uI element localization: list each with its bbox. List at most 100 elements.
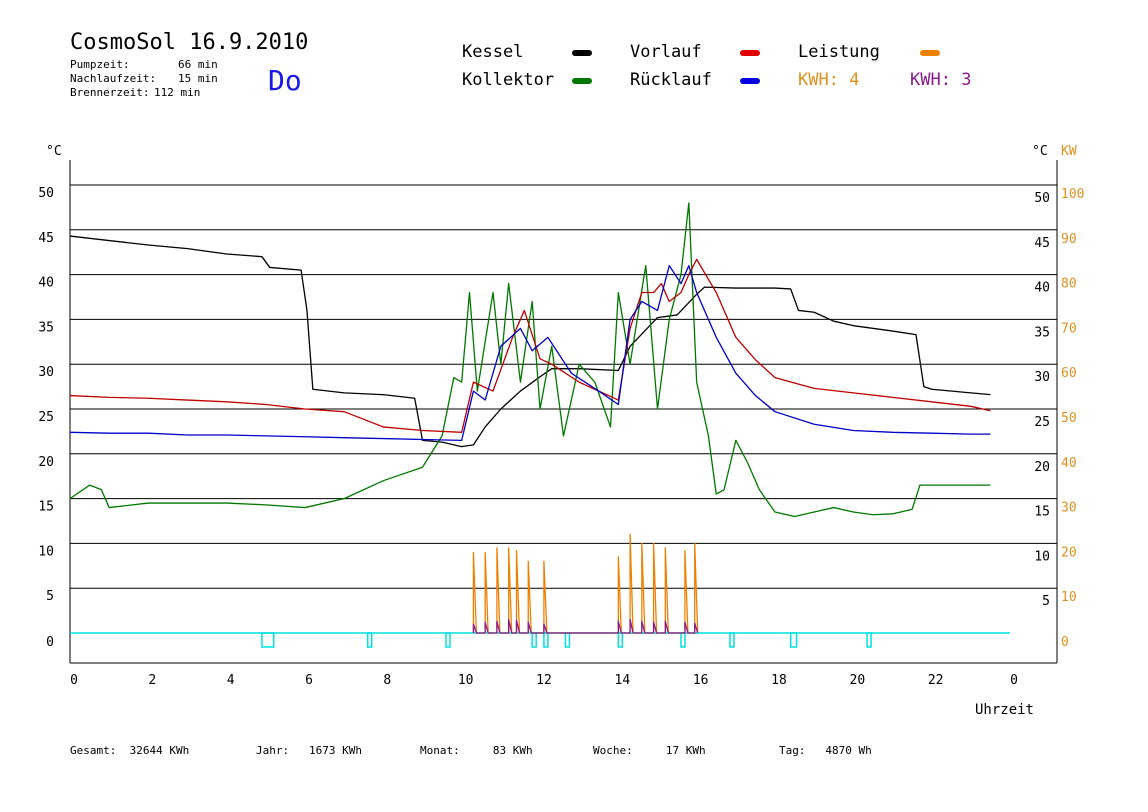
x-tick-0: 0 xyxy=(70,673,78,688)
y-tick-right-15: 15 xyxy=(1034,505,1050,520)
pumpzeit-label: Pumpzeit: xyxy=(70,58,130,71)
footer-monat: Monat: 83 KWh xyxy=(420,744,533,757)
kwh-solar-value: 4 xyxy=(849,70,860,90)
series-line-kwh xyxy=(472,618,699,634)
y-tick-left-35: 35 xyxy=(38,320,54,335)
series-layer xyxy=(69,202,1010,648)
gesamt-label: Gesamt: xyxy=(70,744,117,757)
y-tick-left-0: 0 xyxy=(46,635,54,650)
grid-layer xyxy=(69,160,1058,664)
legend-kessel-swatch xyxy=(572,50,592,56)
pumpzeit-row: Pumpzeit: 66 min xyxy=(70,58,218,71)
nachlaufzeit-value: 15 min xyxy=(178,72,218,85)
brennerzeit-row: Brennerzeit: 112 min xyxy=(70,86,200,99)
kwh-solar-label: KWH: xyxy=(798,70,839,90)
woche-value: 17 KWh xyxy=(665,744,706,757)
pump-pulse-4 xyxy=(543,632,549,648)
pump-pulse-8 xyxy=(729,632,735,648)
y-tick-right-30: 30 xyxy=(1034,370,1050,385)
x-tick-3: 6 xyxy=(305,673,313,688)
x-tick-1: 2 xyxy=(148,673,156,688)
x-tick-11: 22 xyxy=(928,673,944,688)
y-tick-left-5: 5 xyxy=(46,589,54,604)
y-unit-right: °C xyxy=(1032,144,1048,159)
x-tick-9: 18 xyxy=(771,673,787,688)
x-tick-7: 14 xyxy=(615,673,631,688)
y-tick-kw-30: 30 xyxy=(1061,501,1077,516)
y-tick-kw-10: 10 xyxy=(1061,590,1077,605)
weekday-label: Do xyxy=(268,64,302,97)
legend-leistung-swatch xyxy=(920,50,940,56)
series-line-leistung xyxy=(472,533,699,634)
kwh-brenner-value: 3 xyxy=(961,70,972,90)
y-tick-kw-50: 50 xyxy=(1061,411,1077,426)
legend-kollektor-swatch xyxy=(572,78,592,84)
tag-value: 4870 Wh xyxy=(825,744,872,757)
y-unit-kw: KW xyxy=(1061,144,1077,159)
gesamt-value: 32644 KWh xyxy=(129,744,190,757)
kwh-brenner-label: KWH: xyxy=(910,70,951,90)
pump-pulse-1 xyxy=(366,632,373,648)
y-tick-right-50: 50 xyxy=(1034,191,1050,206)
x-tick-5: 10 xyxy=(458,673,474,688)
brennerzeit-value: 112 min xyxy=(154,86,201,99)
y-tick-right-20: 20 xyxy=(1034,460,1050,475)
footer-tag: Tag: 4870 Wh xyxy=(779,744,872,757)
monat-label: Monat: xyxy=(420,744,460,757)
x-tick-12: 0 xyxy=(1010,673,1018,688)
legend-vorlauf-swatch xyxy=(740,50,760,56)
y-tick-left-40: 40 xyxy=(38,276,54,291)
series-line-kollektor xyxy=(69,202,991,518)
x-tick-2: 4 xyxy=(227,673,235,688)
series-line-kessel xyxy=(69,235,991,448)
nachlaufzeit-label: Nachlaufzeit: xyxy=(70,72,157,85)
pump-pulse-3 xyxy=(531,632,537,648)
y-tick-kw-100: 100 xyxy=(1061,187,1084,202)
pump-pulse-9 xyxy=(789,632,798,648)
x-tick-10: 20 xyxy=(850,673,866,688)
y-tick-left-45: 45 xyxy=(38,231,54,246)
y-tick-left-15: 15 xyxy=(38,500,54,515)
legend-kessel-label: Kessel xyxy=(462,42,524,62)
y-tick-left-50: 50 xyxy=(38,186,54,201)
pump-pulse-10 xyxy=(866,632,872,648)
y-tick-kw-60: 60 xyxy=(1061,366,1077,381)
legend-ruecklauf-swatch xyxy=(740,78,760,84)
y-tick-kw-40: 40 xyxy=(1061,456,1077,471)
y-tick-kw-80: 80 xyxy=(1061,277,1077,292)
legend-kollektor-label: Kollektor xyxy=(462,70,555,90)
monat-value: 83 KWh xyxy=(492,744,533,757)
y-tick-kw-70: 70 xyxy=(1061,321,1077,336)
pump-pulse-2 xyxy=(445,632,451,648)
pump-pulse-6 xyxy=(617,632,624,648)
legend-kwh-solar: KWH: 4 xyxy=(798,70,859,90)
y-tick-right-45: 45 xyxy=(1034,236,1050,251)
y-tick-left-25: 25 xyxy=(38,410,54,425)
x-tick-8: 16 xyxy=(693,673,709,688)
y-tick-right-40: 40 xyxy=(1034,281,1050,296)
y-tick-right-10: 10 xyxy=(1034,549,1050,564)
nachlaufzeit-row: Nachlaufzeit: 15 min xyxy=(70,72,218,85)
legend-vorlauf-label: Vorlauf xyxy=(630,42,702,62)
pump-pulse-0 xyxy=(261,632,275,648)
pump-pulse-5 xyxy=(564,632,571,648)
label-layer: 5045403530252015105050454035302520151051… xyxy=(38,144,1084,718)
y-tick-right-25: 25 xyxy=(1034,415,1050,430)
legend-leistung-label: Leistung xyxy=(798,42,880,62)
legend-ruecklauf-label: Rücklauf xyxy=(630,70,712,90)
jahr-label: Jahr: xyxy=(256,744,290,757)
y-tick-left-30: 30 xyxy=(38,365,54,380)
brennerzeit-label: Brennerzeit: xyxy=(70,86,150,99)
y-tick-left-10: 10 xyxy=(38,544,54,559)
legend-kwh-brenner: KWH: 3 xyxy=(910,70,971,90)
woche-label: Woche: xyxy=(593,744,633,757)
footer-jahr: Jahr: 1673 KWh xyxy=(256,744,362,757)
x-tick-4: 8 xyxy=(383,673,391,688)
pumpzeit-value: 66 min xyxy=(178,58,218,71)
x-tick-6: 12 xyxy=(536,673,552,688)
chart-title: CosmoSol 16.9.2010 xyxy=(70,30,309,55)
y-tick-right-5: 5 xyxy=(1042,594,1050,609)
x-axis-label: Uhrzeit xyxy=(975,702,1034,718)
footer-gesamt: Gesamt: 32644 KWh xyxy=(70,744,189,757)
